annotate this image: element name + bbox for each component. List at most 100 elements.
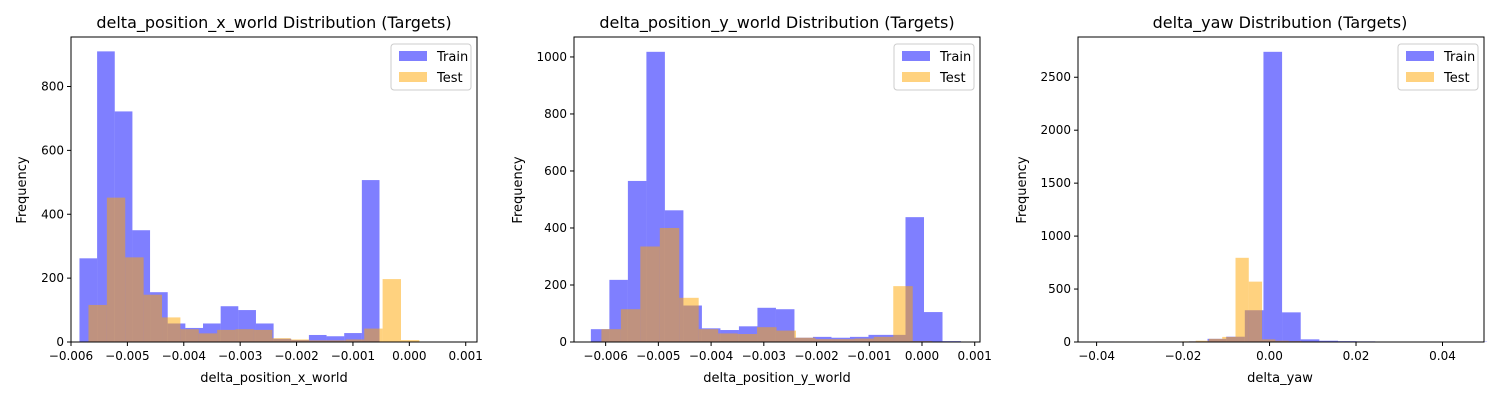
histogram-bar-test xyxy=(718,333,738,342)
histogram-bar-test xyxy=(659,227,680,342)
histogram-bar-test xyxy=(309,340,328,342)
histogram-bar-train xyxy=(1319,340,1338,342)
chart-title: delta_yaw Distribution (Targets) xyxy=(1153,13,1408,33)
histogram-bar-test xyxy=(1235,257,1249,342)
histogram-bar-test xyxy=(143,294,163,342)
y-tick-label: 200 xyxy=(544,278,567,292)
y-tick-label: 0 xyxy=(56,335,64,349)
x-tick-label: −0.006 xyxy=(583,349,627,363)
y-tick-label: 800 xyxy=(41,80,64,94)
x-tick-label: −0.003 xyxy=(742,349,786,363)
legend-swatch-test xyxy=(399,72,427,82)
x-tick-label: −0.04 xyxy=(1078,349,1115,363)
x-tick-label: 0.001 xyxy=(958,349,992,363)
histogram-bar-test xyxy=(272,338,291,342)
y-axis-label: Frequency xyxy=(1015,156,1030,223)
histogram-bar-test xyxy=(235,329,254,342)
y-world-histogram-panel: delta_position_y_world Distribution (Tar… xyxy=(511,13,992,386)
histogram-bar-test xyxy=(1262,339,1276,342)
y-tick-label: 800 xyxy=(544,107,567,121)
x-axis-label: delta_position_x_world xyxy=(200,371,347,386)
legend-label-train: Train xyxy=(1443,50,1475,65)
histogram-bar-test xyxy=(382,279,401,342)
legend-label-test: Test xyxy=(939,71,966,86)
x-tick-label: −0.004 xyxy=(689,349,733,363)
chart-title: delta_position_x_world Distribution (Tar… xyxy=(96,13,451,33)
axes-frame xyxy=(70,36,478,343)
legend-label-train: Train xyxy=(436,50,468,65)
x-tick-label: 0.02 xyxy=(1343,349,1370,363)
histogram-bar-test xyxy=(125,257,144,342)
series-test-bars xyxy=(88,197,420,342)
histogram-bar-test xyxy=(873,336,894,342)
x-tick-label: −0.005 xyxy=(105,349,149,363)
histogram-bar-test xyxy=(795,337,816,342)
histogram-bar-test xyxy=(679,297,699,342)
x-tick-label: 0.000 xyxy=(905,349,939,363)
x-tick-label: −0.001 xyxy=(331,349,375,363)
histogram-bar-test xyxy=(180,329,199,342)
histogram-bar-train xyxy=(924,312,943,342)
y-tick-label: 0 xyxy=(559,335,567,349)
legend-swatch-train xyxy=(1406,51,1434,61)
histogram-bar-test xyxy=(1195,340,1209,342)
histogram-bar-train xyxy=(1282,312,1301,342)
x-tick-label: −0.02 xyxy=(1165,349,1202,363)
legend: Train Test xyxy=(1397,43,1479,91)
histogram-bar-test xyxy=(893,286,913,342)
histogram-bar-test xyxy=(327,340,346,342)
legend-label-test: Test xyxy=(1443,71,1470,86)
axes-frame xyxy=(1077,36,1485,343)
y-tick-label: 400 xyxy=(544,221,567,235)
x-tick-label: −0.002 xyxy=(794,349,838,363)
histogram-bar-test xyxy=(400,340,420,342)
histogram-bar-test xyxy=(198,333,218,342)
x-tick-label: −0.005 xyxy=(636,349,680,363)
series-train-bars xyxy=(1095,51,1488,343)
histogram-bar-test xyxy=(834,339,855,342)
histogram-bar-train xyxy=(344,333,362,342)
histogram-bar-test xyxy=(698,329,719,342)
x-tick-label: 0.00 xyxy=(1256,349,1283,363)
histogram-bar-test xyxy=(162,317,181,342)
series-test-bars xyxy=(601,227,933,342)
histogram-bar-test xyxy=(1208,338,1223,342)
yaw-histogram-panel: delta_yaw Distribution (Targets) delta_y… xyxy=(1015,13,1488,386)
y-tick-label: 1000 xyxy=(536,50,567,64)
histogram-bar-test xyxy=(88,304,107,342)
x-tick-label: 0.04 xyxy=(1429,349,1456,363)
y-tick-label: 2000 xyxy=(1040,123,1071,137)
x-axis-label: delta_yaw xyxy=(1247,371,1313,386)
histogram-bar-test xyxy=(757,327,777,342)
histogram-bar-test xyxy=(106,197,126,342)
histogram-bar-train xyxy=(308,334,327,342)
axes-frame xyxy=(573,36,981,343)
x-tick-label: −0.002 xyxy=(274,349,318,363)
histogram-bar-test xyxy=(854,338,874,342)
histogram-bar-test xyxy=(1248,281,1263,342)
legend-label-train: Train xyxy=(939,50,971,65)
histogram-bar-test xyxy=(815,339,835,342)
y-tick-label: 500 xyxy=(1048,282,1071,296)
histogram-bar-test xyxy=(1275,340,1289,342)
histogram-bar-test xyxy=(601,329,621,342)
histogram-bar-test xyxy=(620,309,641,342)
y-tick-label: 0 xyxy=(1063,335,1071,349)
y-tick-label: 600 xyxy=(544,164,567,178)
histogram-bar-train xyxy=(1263,51,1283,343)
x-tick-label: 0.000 xyxy=(392,349,426,363)
histogram-bar-test xyxy=(253,329,273,342)
histogram-bar-train xyxy=(361,180,380,342)
x-tick-label: −0.001 xyxy=(847,349,891,363)
legend: Train Test xyxy=(893,43,975,91)
histogram-bar-test xyxy=(364,328,383,342)
y-tick-label: 400 xyxy=(41,207,64,221)
legend-swatch-test xyxy=(1406,72,1434,82)
legend: Train Test xyxy=(390,43,472,91)
histogram-bar-test xyxy=(737,334,758,342)
histogram-bar-train xyxy=(1300,339,1320,342)
histogram-bar-test xyxy=(217,329,236,342)
chart-title: delta_position_y_world Distribution (Tar… xyxy=(599,13,954,33)
x-tick-label: −0.004 xyxy=(162,349,206,363)
